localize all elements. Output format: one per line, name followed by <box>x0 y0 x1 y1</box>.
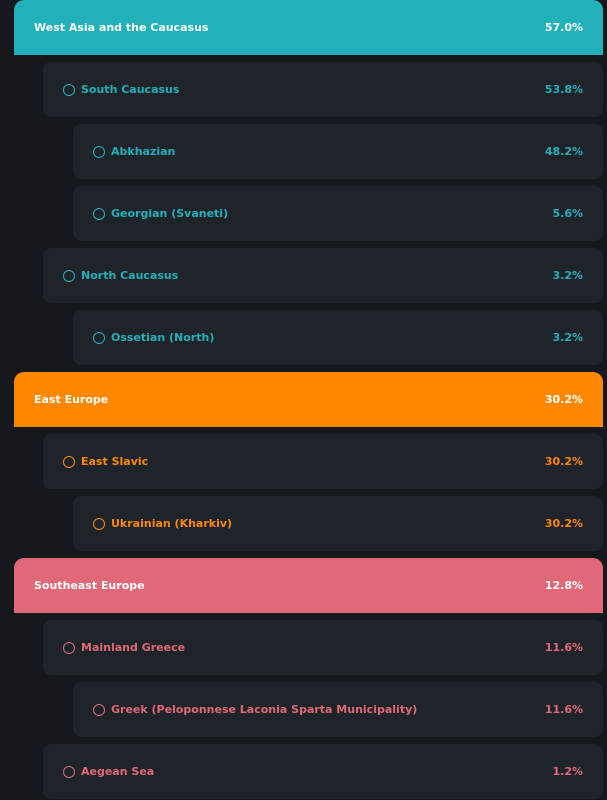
row-label: Mainland Greece <box>81 641 186 654</box>
circle-icon <box>93 207 105 220</box>
row-label-group: South Caucasus <box>63 83 179 96</box>
row-percentage: 1.2% <box>552 765 583 778</box>
population-row[interactable]: Ukrainian (Kharkiv) 30.2% <box>73 496 603 551</box>
row-label-group: Mainland Greece <box>63 641 185 654</box>
row-label: Ossetian (North) <box>111 331 215 344</box>
population-row[interactable]: Greek (Peloponnese Laconia Sparta Munici… <box>73 682 603 737</box>
subregion-row[interactable]: Aegean Sea 1.2% <box>43 744 603 799</box>
row-label-group: Georgian (Svaneti) <box>93 207 228 220</box>
subregion-row[interactable]: South Caucasus 53.8% <box>43 62 603 117</box>
circle-icon <box>93 703 105 716</box>
circle-icon <box>63 765 75 778</box>
row-label-group: Aegean Sea <box>63 765 154 778</box>
row-label: East Slavic <box>81 455 149 468</box>
row-label: Ukrainian (Kharkiv) <box>111 517 233 530</box>
row-label-group: Ukrainian (Kharkiv) <box>93 517 232 530</box>
subregion-row[interactable]: North Caucasus 3.2% <box>43 248 603 303</box>
region-percentage: 57.0% <box>544 21 583 34</box>
region-label: East Europe <box>34 393 109 406</box>
region-percentage: 30.2% <box>544 393 583 406</box>
region-header[interactable]: Southeast Europe 12.8% <box>14 558 603 613</box>
subregion-row[interactable]: East Slavic 30.2% <box>43 434 603 489</box>
row-label-group: Ossetian (North) <box>93 331 214 344</box>
circle-icon <box>63 641 75 654</box>
region-header[interactable]: East Europe 30.2% <box>14 372 603 427</box>
row-label: Aegean Sea <box>81 765 155 778</box>
row-percentage: 30.2% <box>544 455 583 468</box>
row-label: North Caucasus <box>81 269 179 282</box>
subregion-row[interactable]: Mainland Greece 11.6% <box>43 620 603 675</box>
region-label: West Asia and the Caucasus <box>34 21 209 34</box>
row-percentage: 30.2% <box>544 517 583 530</box>
row-label: South Caucasus <box>81 83 180 96</box>
row-percentage: 53.8% <box>544 83 583 96</box>
circle-icon <box>93 145 105 158</box>
row-percentage: 3.2% <box>552 269 583 282</box>
row-percentage: 48.2% <box>544 145 583 158</box>
population-row[interactable]: Georgian (Svaneti) 5.6% <box>73 186 603 241</box>
circle-icon <box>63 83 75 96</box>
row-label-group: Greek (Peloponnese Laconia Sparta Munici… <box>93 703 417 716</box>
circle-icon <box>93 517 105 530</box>
row-label-group: East Slavic <box>63 455 148 468</box>
circle-icon <box>63 455 75 468</box>
row-percentage: 11.6% <box>544 641 583 654</box>
population-row[interactable]: Ossetian (North) 3.2% <box>73 310 603 365</box>
row-label-group: Abkhazian <box>93 145 175 158</box>
region-header[interactable]: West Asia and the Caucasus 57.0% <box>14 0 603 55</box>
circle-icon <box>93 331 105 344</box>
row-label-group: North Caucasus <box>63 269 178 282</box>
row-label: Greek (Peloponnese Laconia Sparta Munici… <box>111 703 418 716</box>
region-percentage: 12.8% <box>544 579 583 592</box>
row-percentage: 3.2% <box>552 331 583 344</box>
region-label: Southeast Europe <box>34 579 145 592</box>
circle-icon <box>63 269 75 282</box>
row-label: Abkhazian <box>111 145 176 158</box>
row-percentage: 11.6% <box>544 703 583 716</box>
row-label: Georgian (Svaneti) <box>111 207 229 220</box>
population-row[interactable]: Abkhazian 48.2% <box>73 124 603 179</box>
row-percentage: 5.6% <box>552 207 583 220</box>
